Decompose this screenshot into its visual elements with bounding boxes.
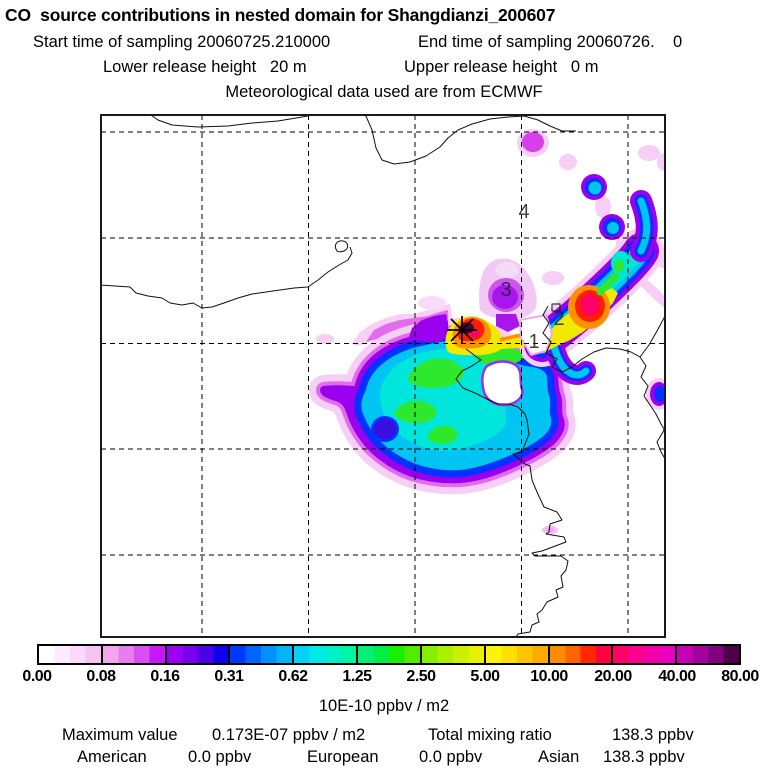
colorbar-tick-label: 0.00: [22, 668, 52, 685]
colorbar-tick-label: 0.62: [278, 668, 308, 685]
region-asian-value: 138.3 ppbv: [603, 748, 685, 766]
coastlines: [102, 116, 664, 636]
bohai-bay-hole: [481, 360, 524, 407]
plume-ne-hotspot: [544, 251, 631, 351]
white-channel: [518, 313, 554, 357]
max-value-label: Maximum value: [62, 726, 178, 744]
max-value-text: 0.173E-07 ppbv / m2: [212, 726, 366, 744]
colorbar-segment: [100, 646, 165, 663]
region-european-label: European: [307, 748, 379, 766]
map-gridlines: [102, 116, 664, 636]
colorbar-tick-label: 2.50: [406, 668, 436, 685]
colorbar-tick-label: 0.31: [214, 668, 244, 685]
total-mixing-ratio-value: 138.3 ppbv: [612, 726, 694, 744]
colorbar-segment: [419, 646, 484, 663]
station-marker-star: [447, 316, 477, 344]
trajectory-day-label: 4: [518, 201, 529, 223]
colorbar-segment: [39, 646, 101, 663]
total-mixing-ratio-label: Total mixing ratio: [428, 726, 552, 744]
colorbar-segment: [675, 646, 739, 663]
trajectory-day-label: 3: [500, 279, 511, 301]
map-day-labels: 4 3 21: [500, 201, 564, 353]
colorbar-tick-label: 10.00: [530, 668, 568, 685]
upper-release-height-text: Upper release height 0 m: [404, 58, 599, 76]
plume-ne-spots: [581, 174, 664, 406]
region-american-label: American: [77, 748, 147, 766]
colorbar-unit-label: 10E-10 ppbv / m2: [318, 697, 450, 715]
page-title: CO source contributions in nested domain…: [5, 5, 556, 25]
colorbar-tick-label: 0.08: [86, 668, 116, 685]
colorbar: [37, 644, 741, 665]
colorbar-tick-label: 0.16: [150, 668, 180, 685]
colorbar-segment: [228, 646, 293, 663]
plume-violet-patches: [408, 285, 520, 342]
colorbar-tick-label: 80.00: [721, 668, 759, 685]
colorbar-tick-label: 40.00: [658, 668, 696, 685]
trajectory-day-label: 2: [553, 308, 564, 330]
met-data-text: Meteorological data used are from ECMWF: [225, 83, 543, 101]
colorbar-segment: [292, 646, 357, 663]
lower-release-height-text: Lower release height 20 m: [103, 58, 307, 76]
region-asian-label: Asian: [538, 748, 580, 766]
region-european-value: 0.0 ppbv: [419, 748, 483, 766]
colorbar-segment: [611, 646, 676, 663]
sampling-start-text: Start time of sampling 20060725.210000: [33, 33, 331, 51]
region-american-value: 0.0 ppbv: [188, 748, 252, 766]
trajectory-day-label: 1: [528, 331, 539, 353]
colorbar-segment: [356, 646, 420, 663]
colorbar-segment: [483, 646, 548, 663]
colorbar-segment: [164, 646, 229, 663]
colorbar-tick-label: 1.25: [342, 668, 372, 685]
colorbar-ticks: 0.00 0.08 0.16 0.31 0.62 1.25 2.50 5.00 10.00 20.…: [0, 668, 768, 688]
map-frame: [100, 114, 666, 638]
colorbar-segment: [547, 646, 612, 663]
sampling-end-text: End time of sampling 20060726. 0: [418, 33, 683, 51]
colorbar-tick-label: 5.00: [470, 668, 500, 685]
colorbar-tick-label: 20.00: [594, 668, 632, 685]
